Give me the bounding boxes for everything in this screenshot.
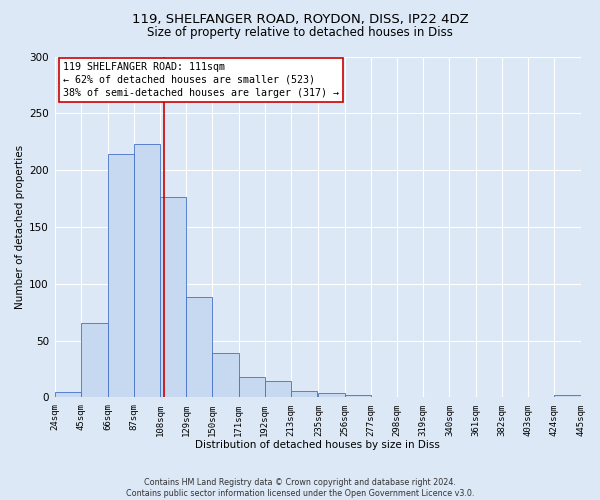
Text: Size of property relative to detached houses in Diss: Size of property relative to detached ho… bbox=[147, 26, 453, 39]
Bar bbox=[554, 395, 581, 398]
Text: 119 SHELFANGER ROAD: 111sqm
← 62% of detached houses are smaller (523)
38% of se: 119 SHELFANGER ROAD: 111sqm ← 62% of det… bbox=[63, 62, 339, 98]
Bar bbox=[82, 324, 107, 398]
Bar bbox=[107, 154, 134, 398]
Bar bbox=[344, 395, 371, 398]
Y-axis label: Number of detached properties: Number of detached properties bbox=[15, 145, 25, 309]
Bar bbox=[186, 298, 212, 398]
Bar bbox=[212, 353, 239, 398]
Bar bbox=[319, 393, 344, 398]
Bar bbox=[239, 377, 265, 398]
Bar bbox=[55, 392, 82, 398]
Text: Contains HM Land Registry data © Crown copyright and database right 2024.
Contai: Contains HM Land Registry data © Crown c… bbox=[126, 478, 474, 498]
Bar bbox=[160, 198, 186, 398]
Text: 119, SHELFANGER ROAD, ROYDON, DISS, IP22 4DZ: 119, SHELFANGER ROAD, ROYDON, DISS, IP22… bbox=[131, 12, 469, 26]
Bar bbox=[265, 382, 291, 398]
Bar bbox=[134, 144, 160, 398]
X-axis label: Distribution of detached houses by size in Diss: Distribution of detached houses by size … bbox=[196, 440, 440, 450]
Bar bbox=[291, 390, 317, 398]
